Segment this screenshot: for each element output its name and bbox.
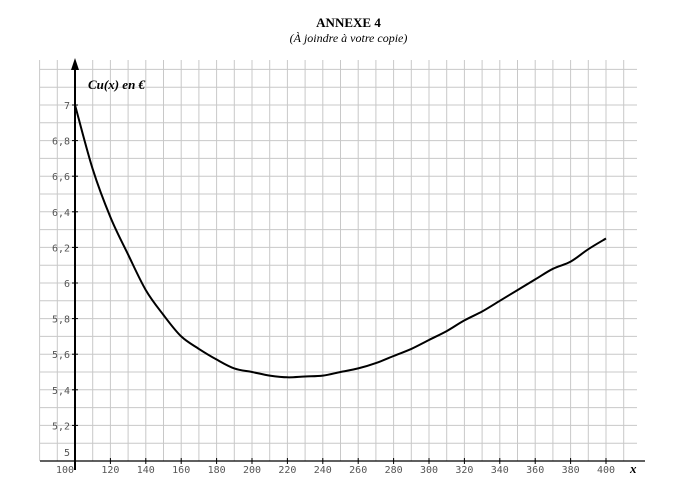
x-axis-label: x <box>629 461 637 476</box>
y-tick-label: 5,6 <box>52 350 70 361</box>
chart-title: ANNEXE 4 <box>316 15 381 30</box>
x-tick-label: 120 <box>101 465 119 476</box>
x-tick-label: 220 <box>278 465 296 476</box>
y-tick-label: 5,2 <box>52 421 70 432</box>
x-tick-label: 340 <box>491 465 509 476</box>
series-line-cu <box>74 104 607 379</box>
y-tick-label: 7 <box>64 101 70 112</box>
x-tick-label: 400 <box>597 465 615 476</box>
x-tick-label: 380 <box>562 465 580 476</box>
y-tick-label: 6 <box>64 279 70 290</box>
x-tick-label: 200 <box>243 465 261 476</box>
y-tick-label: 5,4 <box>52 386 70 397</box>
y-tick-label: 5,8 <box>52 315 70 326</box>
y-tick-label: 6,8 <box>52 137 70 148</box>
chart-grid <box>39 60 637 462</box>
y-axis-label: Cu(x) en € <box>88 77 146 92</box>
y-tick-label: 5 <box>64 448 70 459</box>
x-tick-label: 100 <box>56 465 74 476</box>
x-tick-label: 240 <box>314 465 332 476</box>
chart-subtitle: (À joindre à votre copie) <box>289 31 408 45</box>
x-tick-label: 300 <box>420 465 438 476</box>
x-tick-label: 280 <box>385 465 403 476</box>
x-tick-label: 360 <box>526 465 544 476</box>
chart-tick-labels: 100 120 140 160 180 200 220 240 260 280 300 320 340 3… <box>52 101 615 476</box>
x-tick-label: 260 <box>349 465 367 476</box>
y-tick-label: 6,4 <box>52 208 70 219</box>
x-tick-label: 160 <box>172 465 190 476</box>
y-axis-arrow-icon <box>71 58 79 70</box>
y-tick-label: 6,2 <box>52 243 70 254</box>
x-tick-label: 140 <box>137 465 155 476</box>
x-tick-label: 180 <box>208 465 226 476</box>
chart-axes <box>40 58 645 470</box>
x-tick-label: 320 <box>455 465 473 476</box>
y-tick-label: 6,6 <box>52 172 70 183</box>
